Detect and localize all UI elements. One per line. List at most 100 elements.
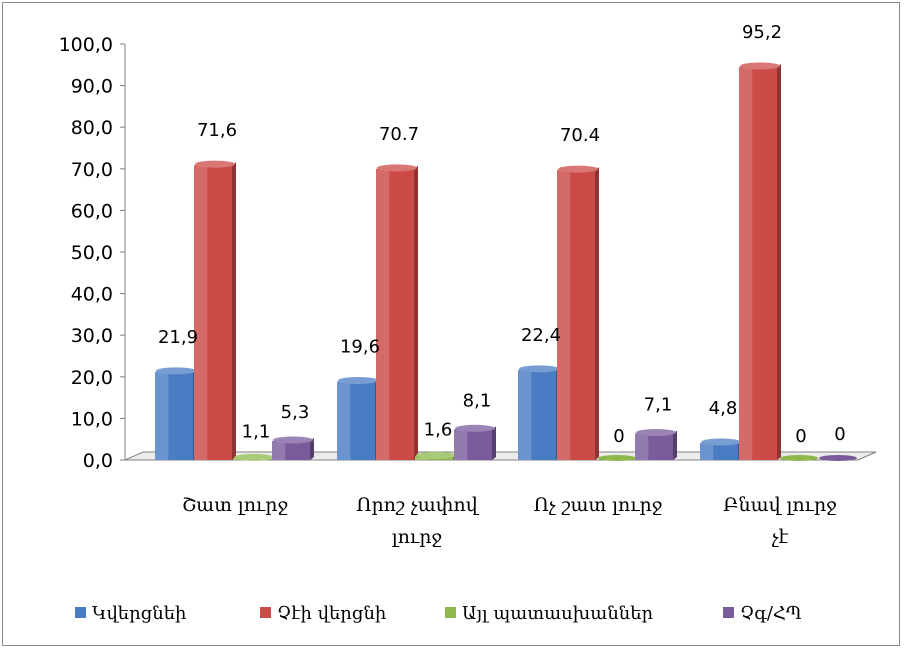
- bar-highlight: [700, 443, 714, 460]
- data-label: 21,9: [158, 327, 198, 348]
- data-label: 1,1: [242, 421, 271, 442]
- bars-group: [155, 62, 857, 461]
- bar-top: [338, 376, 378, 384]
- bar: [598, 455, 636, 461]
- bar-top: [195, 160, 235, 168]
- bar: [739, 62, 781, 461]
- bar-top: [740, 62, 780, 70]
- bar-side: [492, 426, 496, 460]
- legend-swatch: [723, 607, 734, 618]
- y-tick-label: 80,0: [71, 117, 113, 139]
- bar-side: [595, 167, 599, 461]
- bar-highlight: [635, 433, 649, 460]
- data-label: 8,1: [463, 390, 492, 411]
- data-labels-group: 21,9 19,6 22,4 4,8 71,6 70.7 70.4 95,2 1,1 1,6 0 0 5…: [158, 22, 846, 447]
- data-label: 22,4: [521, 325, 561, 346]
- bar: [518, 365, 560, 460]
- data-label: 7,1: [644, 394, 673, 415]
- bar-side: [414, 165, 418, 460]
- data-label: 19,6: [340, 336, 380, 357]
- bar: [337, 376, 379, 460]
- bar: [557, 165, 599, 461]
- data-label: 0: [834, 424, 845, 445]
- data-label: 0: [795, 426, 806, 447]
- bar: [700, 438, 742, 460]
- legend-swatch: [260, 607, 271, 618]
- bar: [780, 455, 818, 461]
- legend-label: Չգ/ՀՊ: [740, 603, 802, 624]
- bar-highlight: [272, 440, 286, 460]
- bar-side: [673, 430, 677, 460]
- legend-swatch: [445, 607, 456, 618]
- bar-side: [232, 162, 236, 461]
- category-label: Ոչ շատ լուրջ: [534, 494, 663, 516]
- legend-label: Չէի վերցնի: [277, 603, 386, 624]
- category-label: չէ: [772, 526, 789, 548]
- bar: [819, 455, 857, 461]
- category-labels-group: Շատ լուրջ Որոշ չափով լուրջ Ոչ շատ լուրջ Բնավ…: [182, 494, 837, 548]
- y-tick-label: 30,0: [71, 325, 113, 347]
- bar-side: [777, 63, 781, 461]
- category-label: Շատ լուրջ: [182, 494, 288, 516]
- bar: [376, 164, 418, 460]
- y-axis: 0,0 10,0 20,0 30,0 40,0 50,0 60,0 70,0 80,0 90,0 1…: [59, 34, 126, 472]
- bar-top: [636, 428, 676, 436]
- bar: [454, 424, 496, 460]
- bar-highlight: [155, 371, 169, 460]
- bar-top: [273, 436, 313, 444]
- bar: [155, 367, 197, 460]
- category-label: Որոշ չափով: [356, 494, 480, 516]
- legend-label: Այլ պատասխաններ: [462, 603, 654, 624]
- bar-highlight: [376, 168, 390, 460]
- bar-top: [377, 164, 417, 172]
- bar: [272, 436, 314, 460]
- legend-item: Չգ/ՀՊ: [723, 603, 802, 624]
- bar-highlight: [415, 456, 429, 460]
- y-tick-label: 10,0: [71, 408, 113, 430]
- bar-highlight: [518, 369, 532, 460]
- bar-top: [416, 451, 456, 459]
- bar: [194, 160, 236, 461]
- y-tick-label: 60,0: [71, 200, 113, 222]
- bar-chart: 0,0 10,0 20,0 30,0 40,0 50,0 60,0 70,0 80,0 90,0 1…: [59, 22, 877, 624]
- bar-side: [310, 437, 314, 460]
- category-label: Բնավ լուրջ: [723, 494, 837, 516]
- y-tick-label: 20,0: [71, 367, 113, 389]
- bar-flat: [598, 455, 636, 461]
- data-label: 71,6: [197, 120, 237, 141]
- legend-item: Կվերցնեի: [75, 603, 186, 624]
- data-label: 4,8: [709, 398, 738, 419]
- bar-top: [558, 165, 598, 173]
- bar-flat: [780, 455, 818, 461]
- legend: Կվերցնեի Չէի վերցնի Այլ պատասխաններ Չգ/ՀՊ: [75, 603, 802, 624]
- bar-top: [455, 424, 495, 432]
- y-tick-label: 70,0: [71, 159, 113, 181]
- y-tick-label: 40,0: [71, 284, 113, 306]
- data-label: 0: [613, 426, 624, 447]
- y-tick-label: 0,0: [83, 450, 113, 472]
- y-tick-label: 90,0: [71, 76, 113, 98]
- data-label: 5,3: [281, 402, 310, 423]
- bar-top: [234, 453, 274, 461]
- data-label: 70.7: [379, 124, 419, 145]
- legend-item: Չէի վերցնի: [260, 603, 386, 624]
- bar-top: [156, 367, 196, 375]
- bar-highlight: [739, 66, 753, 460]
- y-tick-label: 100,0: [59, 34, 113, 56]
- data-label: 70.4: [560, 125, 600, 146]
- bar: [415, 451, 457, 460]
- legend-label: Կվերցնեի: [92, 603, 186, 624]
- bar-highlight: [337, 381, 351, 460]
- bar-flat: [819, 455, 857, 461]
- y-tick-label: 50,0: [71, 242, 113, 264]
- bar-highlight: [194, 165, 208, 461]
- bar: [635, 428, 677, 460]
- legend-swatch: [75, 607, 86, 618]
- bar-highlight: [557, 170, 571, 461]
- bar-highlight: [454, 429, 468, 460]
- bar-top: [701, 438, 741, 446]
- legend-item: Այլ պատասխաններ: [445, 603, 654, 624]
- data-label: 95,2: [742, 22, 782, 43]
- data-label: 1,6: [424, 419, 453, 440]
